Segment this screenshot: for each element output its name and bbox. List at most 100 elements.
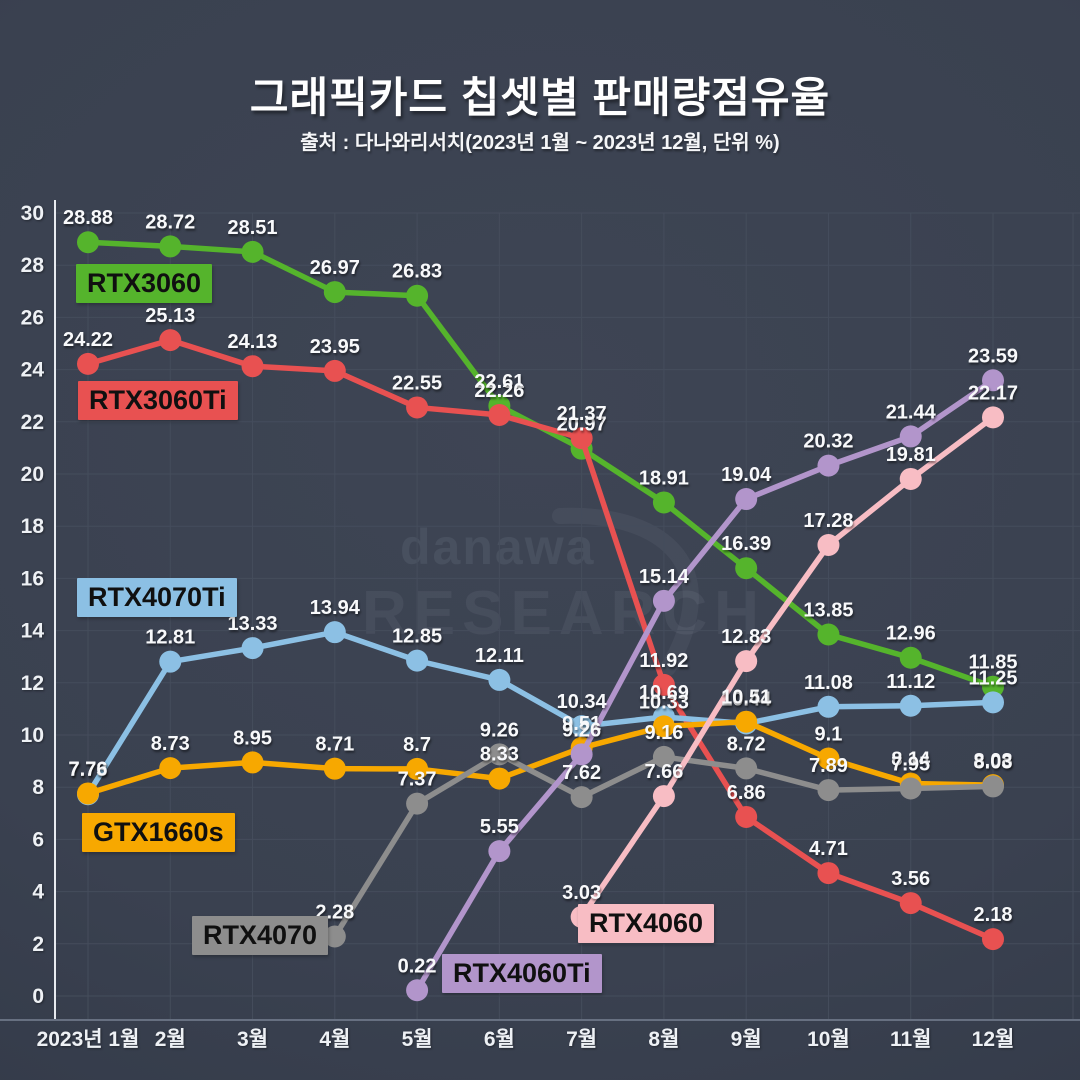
value-label-RTX4070Ti: 13.94 bbox=[310, 597, 361, 619]
x-tick-label: 12월 bbox=[972, 1028, 1015, 1051]
data-point-GTX1660s bbox=[817, 747, 840, 770]
y-tick-label: 22 bbox=[21, 411, 44, 434]
data-point-RTX3060 bbox=[159, 235, 182, 258]
data-point-RTX3060Ti bbox=[735, 805, 758, 828]
value-label-RTX3060Ti: 25.13 bbox=[145, 305, 195, 327]
y-tick-label: 28 bbox=[21, 254, 45, 277]
data-point-RTX4070 bbox=[488, 743, 511, 766]
value-label-RTX3060Ti: 22.26 bbox=[474, 380, 524, 402]
watermark-research: RESEARCH bbox=[362, 579, 766, 648]
legend-RTX4070Ti: RTX4070Ti bbox=[77, 578, 237, 617]
data-point-RTX4070 bbox=[982, 775, 1004, 798]
value-label-RTX4070: 7.62 bbox=[562, 762, 601, 784]
y-tick-label: 0 bbox=[32, 985, 44, 1008]
x-tick-label: 7월 bbox=[566, 1028, 597, 1051]
data-point-RTX3060Ti bbox=[899, 892, 922, 915]
x-tick-label: 11월 bbox=[890, 1028, 932, 1051]
value-label-RTX4060Ti: 5.55 bbox=[480, 816, 519, 838]
data-point-GTX1660s bbox=[735, 710, 758, 733]
value-label-RTX3060Ti: 21.37 bbox=[557, 403, 607, 425]
value-label-RTX4070Ti: 12.81 bbox=[145, 627, 195, 649]
y-tick-label: 20 bbox=[21, 463, 44, 486]
value-label-GTX1660s: 9.51 bbox=[562, 713, 601, 735]
value-label-RTX3060: 12.96 bbox=[886, 623, 936, 645]
data-point-RTX4070Ti bbox=[159, 650, 182, 673]
data-point-RTX3060 bbox=[735, 557, 758, 580]
data-point-GTX1660s bbox=[77, 782, 99, 805]
value-label-RTX3060Ti: 6.86 bbox=[727, 782, 766, 804]
x-tick-label: 9월 bbox=[731, 1028, 762, 1051]
series-line-GTX1660s bbox=[85, 718, 996, 797]
legend-GTX1660s: GTX1660s bbox=[82, 813, 235, 852]
x-tick-label: 4월 bbox=[319, 1028, 350, 1051]
y-tick-label: 2 bbox=[32, 933, 44, 956]
data-point-RTX4060Ti bbox=[488, 840, 511, 863]
value-label-RTX4070: 9.26 bbox=[480, 719, 519, 741]
data-point-RTX4070 bbox=[735, 757, 758, 780]
value-label-RTX3060Ti: 3.56 bbox=[891, 868, 930, 890]
value-label-RTX4060: 17.28 bbox=[803, 510, 853, 532]
data-point-RTX3060Ti bbox=[817, 862, 840, 885]
x-tick-label: 5월 bbox=[402, 1028, 433, 1051]
data-point-GTX1660s bbox=[488, 767, 511, 790]
value-label-RTX3060: 16.39 bbox=[721, 533, 771, 555]
data-point-RTX3060Ti bbox=[241, 355, 264, 378]
value-label-GTX1660s: 8.7 bbox=[403, 734, 431, 756]
value-label-RTX3060Ti: 22.55 bbox=[392, 372, 442, 394]
data-point-GTX1660s bbox=[406, 757, 429, 780]
data-point-RTX3060 bbox=[899, 646, 922, 669]
data-point-RTX4060Ti bbox=[652, 589, 675, 612]
series-line-RTX4070Ti bbox=[85, 629, 996, 797]
data-point-RTX3060 bbox=[817, 623, 840, 646]
data-point-RTX3060 bbox=[77, 231, 99, 254]
value-label-RTX4060Ti: 20.32 bbox=[803, 431, 853, 453]
value-label-GTX1660s: 10.33 bbox=[639, 691, 689, 713]
value-label-RTX3060: 13.85 bbox=[803, 600, 853, 622]
value-label-GTX1660s: 8.08 bbox=[974, 750, 1013, 772]
value-label-RTX4060Ti: 15.14 bbox=[639, 566, 690, 588]
data-point-RTX3060 bbox=[652, 491, 675, 514]
data-point-RTX4070Ti bbox=[241, 637, 264, 660]
x-tick-label: 10월 bbox=[807, 1028, 850, 1051]
x-tick-label: 8월 bbox=[648, 1028, 679, 1051]
data-point-RTX4070 bbox=[899, 777, 922, 800]
value-label-RTX4070Ti: 10.69 bbox=[639, 682, 689, 704]
value-label-RTX4070: 9.16 bbox=[644, 722, 683, 744]
legend-RTX4060Ti: RTX4060Ti bbox=[442, 954, 602, 993]
data-point-RTX4070 bbox=[570, 786, 593, 809]
value-label-RTX4070: 7.95 bbox=[891, 754, 930, 776]
legend-RTX3060Ti: RTX3060Ti bbox=[78, 381, 238, 420]
data-point-RTX4060 bbox=[817, 533, 840, 556]
data-point-RTX4060Ti bbox=[735, 488, 758, 511]
y-tick-label: 4 bbox=[32, 881, 44, 904]
data-point-RTX4060Ti bbox=[817, 454, 840, 477]
data-point-GTX1660s bbox=[241, 751, 264, 774]
chart-source-subtitle: 출처 : 다나와리서치(2023년 1월 ~ 2023년 12월, 단위 %) bbox=[300, 132, 780, 154]
value-label-RTX4070Ti: 12.11 bbox=[475, 645, 524, 667]
value-label-RTX4070Ti: 11.25 bbox=[969, 667, 1018, 689]
data-point-RTX3060 bbox=[406, 284, 429, 307]
watermark-danawa: danawa bbox=[400, 519, 596, 575]
data-point-RTX4070Ti bbox=[817, 695, 840, 718]
value-label-RTX4070Ti: 11.12 bbox=[886, 671, 935, 693]
value-label-RTX3060: 28.51 bbox=[228, 217, 278, 239]
data-point-RTX3060 bbox=[241, 240, 264, 263]
page-title: 그래픽카드 칩셋별 판매량점유율 bbox=[249, 74, 831, 121]
value-label-RTX4060: 22.17 bbox=[968, 382, 1018, 404]
y-tick-label: 18 bbox=[21, 515, 45, 538]
data-point-RTX3060Ti bbox=[982, 928, 1004, 951]
data-point-RTX4060Ti bbox=[899, 425, 922, 448]
y-tick-label: 30 bbox=[21, 202, 44, 225]
data-point-RTX3060 bbox=[323, 281, 346, 304]
value-label-RTX4070: 8.72 bbox=[727, 733, 766, 755]
data-point-RTX4070Ti bbox=[570, 715, 593, 738]
x-tick-label: 2023년 1월 bbox=[37, 1028, 140, 1051]
value-label-RTX3060: 18.91 bbox=[639, 467, 689, 489]
data-point-RTX3060 bbox=[982, 675, 1004, 698]
legend-RTX4060: RTX4060 bbox=[578, 904, 715, 943]
value-label-RTX3060Ti: 2.18 bbox=[974, 904, 1013, 926]
legend-RTX4070: RTX4070 bbox=[192, 916, 329, 955]
data-point-RTX4070 bbox=[323, 925, 346, 948]
